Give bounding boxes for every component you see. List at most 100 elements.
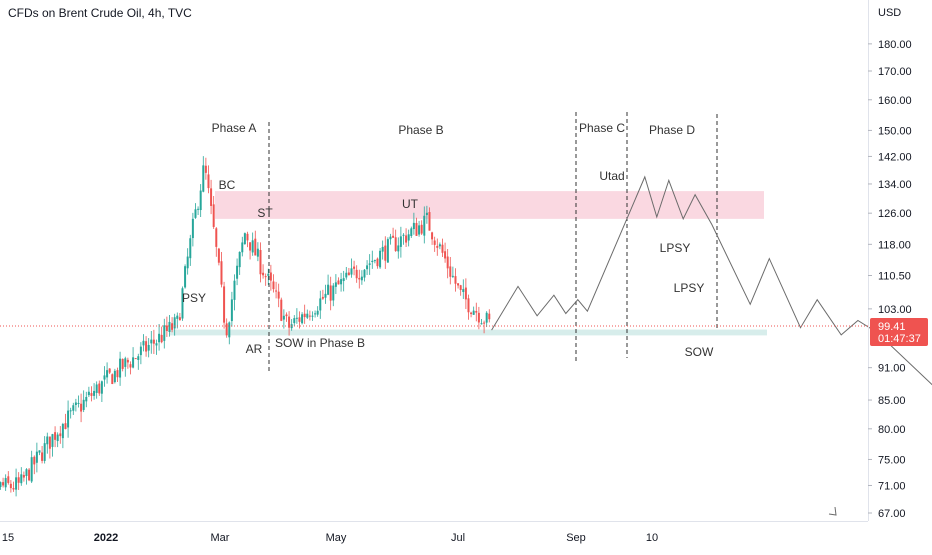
candle-body	[77, 402, 80, 404]
candle-body	[249, 242, 252, 251]
candle-body	[314, 313, 317, 315]
candle-body	[33, 456, 36, 465]
candle-body	[7, 476, 10, 483]
price-tick-label: 170.00	[878, 66, 912, 78]
candle-body	[236, 265, 239, 279]
candle-body	[150, 339, 153, 344]
candle-body	[111, 374, 114, 385]
candle-body	[384, 245, 387, 261]
candle-body	[376, 258, 379, 267]
candle-body	[142, 340, 145, 346]
candle-body	[220, 261, 223, 285]
candle-body	[67, 410, 70, 428]
candle-body	[316, 310, 319, 315]
candle-body	[282, 315, 285, 320]
candle-body	[72, 405, 75, 411]
candle-body	[319, 298, 322, 311]
candle-body	[160, 334, 163, 343]
candle-body	[457, 283, 460, 286]
candle-body	[137, 356, 140, 360]
candle-body	[308, 315, 311, 317]
candle-body	[48, 436, 51, 449]
candle-body	[186, 256, 189, 269]
candle-body	[345, 272, 348, 278]
candle-body	[368, 263, 371, 265]
phase-lines-layer	[268, 112, 718, 372]
candle-body	[267, 273, 270, 276]
candle-body	[43, 443, 46, 461]
zones-layer	[170, 191, 767, 336]
price-tick-label: 142.00	[878, 151, 912, 163]
chart-title: CFDs on Brent Crude Oil, 4h, TVC	[8, 6, 192, 20]
candle-body	[402, 234, 405, 236]
price-tick-label: 150.00	[878, 125, 912, 137]
demand-zone	[170, 329, 767, 336]
candle-body	[464, 287, 467, 300]
wyckoff-label: Utad	[599, 169, 624, 183]
candle-body	[485, 312, 488, 323]
candle-body	[54, 432, 57, 440]
candle-body	[9, 483, 12, 489]
candle-body	[25, 469, 28, 476]
candle-body	[433, 240, 436, 245]
candle-body	[394, 237, 397, 251]
candle-body	[121, 358, 124, 369]
wyckoff-label: UT	[402, 197, 419, 211]
candle-body	[441, 244, 444, 253]
candle-body	[194, 209, 197, 218]
candle-body	[178, 317, 181, 321]
candle-body	[438, 244, 441, 247]
candle-body	[324, 293, 327, 298]
candle-body	[350, 268, 353, 275]
candle-body	[85, 396, 88, 402]
candle-body	[483, 322, 486, 324]
candle-body	[272, 281, 275, 290]
candle-body	[360, 276, 363, 281]
candle-body	[259, 250, 262, 275]
candle-body	[158, 333, 161, 343]
phase-label: Phase C	[579, 121, 625, 135]
time-tick-label: Mar	[211, 532, 230, 544]
candle-body	[61, 423, 64, 439]
price-tick-label: 134.00	[878, 179, 912, 191]
price-tick-label: 180.00	[878, 39, 912, 51]
candle-body	[56, 434, 59, 442]
candle-body	[264, 276, 267, 278]
candle-body	[152, 339, 155, 344]
candle-body	[90, 393, 93, 396]
candle-body	[225, 323, 228, 336]
projection-layer	[491, 175, 932, 516]
candles-layer	[0, 156, 491, 497]
time-tick-label: Jul	[451, 532, 465, 544]
price-axis[interactable]: USD 180.00 170.00 160.00 150.00 142.00 134.00…	[868, 0, 928, 521]
candle-body	[15, 477, 18, 490]
wyckoff-label: ST	[257, 206, 273, 220]
candle-body	[197, 208, 200, 210]
annotation-labels-layer: Phase A Phase B Phase C Phase D PSY BC AR ST SOW…	[182, 121, 714, 359]
candle-body	[204, 165, 207, 173]
candle-body	[46, 436, 49, 445]
candle-body	[30, 457, 33, 482]
time-tick-label: Sep	[566, 532, 586, 544]
price-tick-label: 67.00	[878, 508, 906, 520]
candle-body	[298, 317, 301, 322]
candle-body	[306, 313, 309, 318]
projection-arrowhead	[828, 506, 837, 516]
time-tick-label: May	[326, 532, 347, 544]
candle-body	[163, 325, 166, 341]
candle-body	[215, 228, 218, 247]
phase-label: Phase D	[649, 123, 695, 137]
candle-body	[449, 266, 452, 277]
candle-body	[139, 346, 142, 356]
candle-body	[303, 313, 306, 318]
time-tick-label: 2022	[94, 532, 118, 544]
candle-body	[327, 284, 330, 295]
candle-body	[69, 410, 72, 412]
candle-body	[184, 266, 187, 288]
candle-body	[477, 312, 480, 323]
wyckoff-label: PSY	[182, 291, 206, 305]
time-axis[interactable]: 15 2022 Mar May Jul Sep 10	[0, 521, 868, 545]
candle-body	[98, 383, 101, 394]
time-tick-label: 10	[646, 532, 658, 544]
